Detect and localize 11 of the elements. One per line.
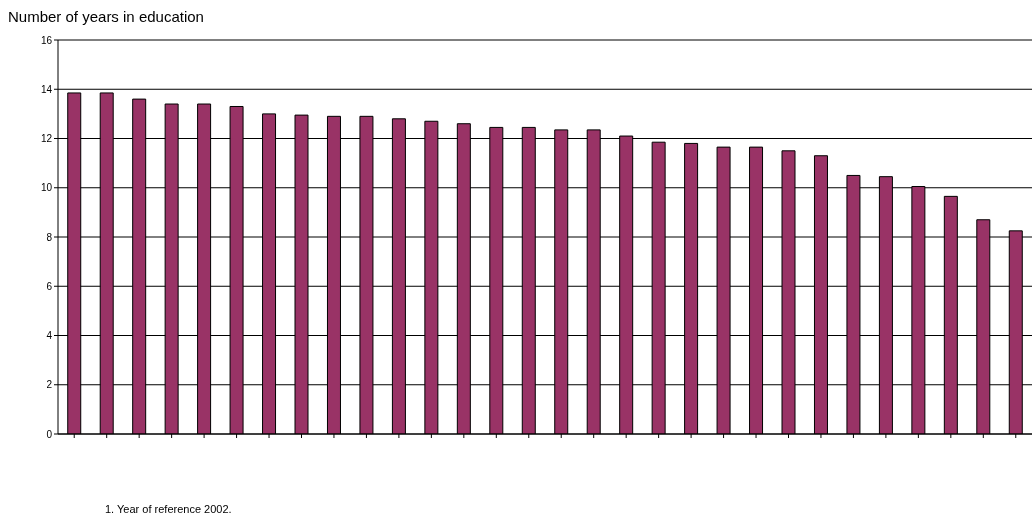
y-tick-label: 16 bbox=[40, 34, 53, 46]
y-tick-label: 2 bbox=[46, 379, 53, 391]
y-tick-label: 10 bbox=[40, 182, 53, 194]
y-tick-label: 6 bbox=[46, 280, 53, 292]
y-tick-label: 4 bbox=[46, 330, 53, 342]
y-tick-label: 14 bbox=[40, 83, 53, 95]
y-tick-label: 8 bbox=[46, 231, 53, 243]
y-tick-label: 0 bbox=[46, 428, 53, 440]
y-tick-label: 12 bbox=[40, 133, 53, 145]
text: 1. Year of reference 2002. bbox=[105, 503, 232, 515]
chart-title: Number of years in education bbox=[8, 8, 204, 25]
